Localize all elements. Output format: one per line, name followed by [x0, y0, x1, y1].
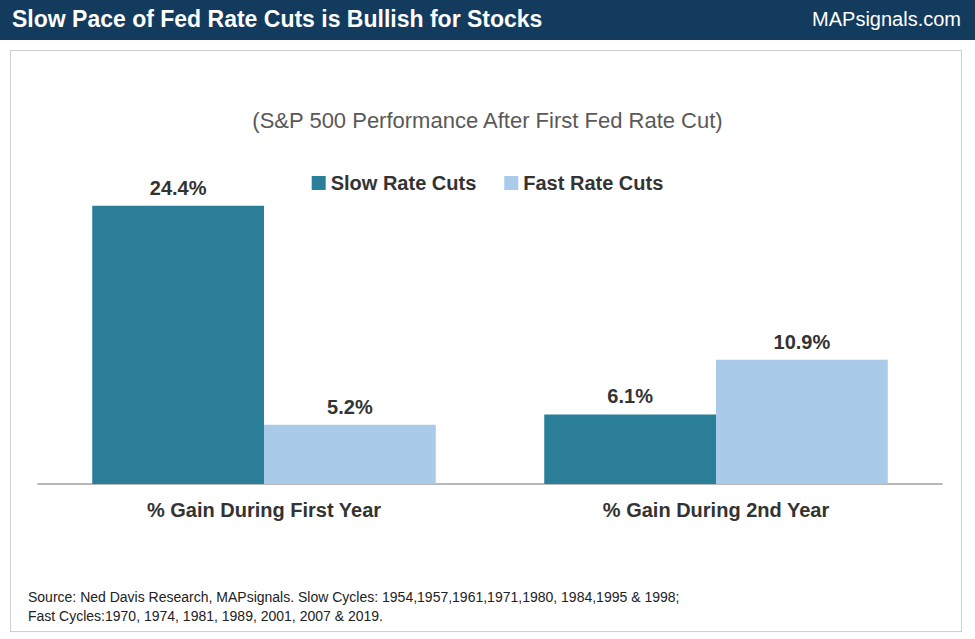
html-text:Source: Ned Davis Research, MA: Source: Ned Davis Research, MAPsignals. …: [28, 589, 680, 605]
svg-text:10.9%: 10.9%: [774, 331, 831, 353]
html-text:MAPsignals.com: MAPsignals.com: [812, 8, 961, 30]
svg-text:24.4%: 24.4%: [150, 177, 207, 199]
svg-text:Fast Rate Cuts: Fast Rate Cuts: [523, 172, 663, 194]
html-text:Slow Pace of Fed Rate Cuts is: Slow Pace of Fed Rate Cuts is Bullish fo…: [12, 6, 543, 32]
html-text:Fast Cycles:1970, 1974, 1981,: Fast Cycles:1970, 1974, 1981, 1989, 2001…: [28, 608, 383, 624]
svg-text:(S&P 500 Performance After Fir: (S&P 500 Performance After First Fed Rat…: [252, 108, 722, 133]
svg-text:6.1%: 6.1%: [607, 385, 653, 407]
svg-text:5.2%: 5.2%: [327, 396, 373, 418]
svg-text:Slow Rate Cuts: Slow Rate Cuts: [331, 172, 477, 194]
svg-text:% Gain During First Year: % Gain During First Year: [147, 499, 381, 521]
svg-text:% Gain During 2nd Year: % Gain During 2nd Year: [603, 499, 830, 521]
